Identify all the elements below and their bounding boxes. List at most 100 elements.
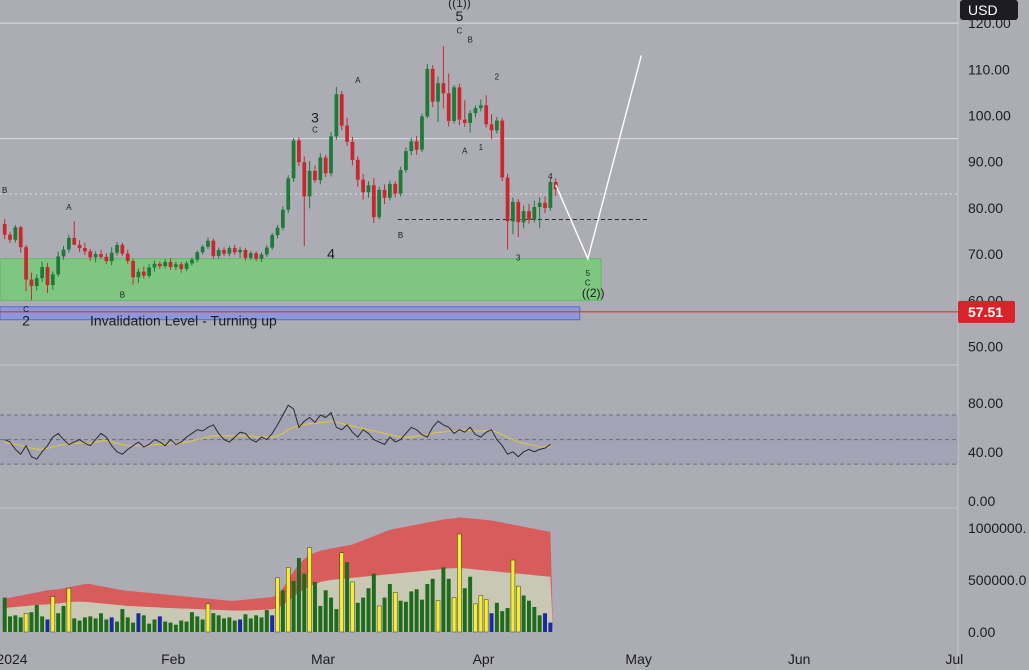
- candle[interactable]: [174, 261, 178, 271]
- candle[interactable]: [478, 99, 483, 112]
- candle[interactable]: [511, 197, 515, 235]
- candle[interactable]: [409, 137, 414, 156]
- candle[interactable]: [452, 85, 456, 124]
- candle[interactable]: [457, 83, 462, 126]
- candle[interactable]: [355, 156, 360, 187]
- volume-bar[interactable]: [248, 618, 253, 632]
- volume-bar[interactable]: [88, 616, 93, 632]
- candle[interactable]: [484, 95, 489, 128]
- volume-bar[interactable]: [543, 613, 547, 632]
- candle[interactable]: [8, 231, 12, 244]
- candle[interactable]: [195, 250, 200, 262]
- volume-bar[interactable]: [441, 567, 446, 632]
- candle[interactable]: [136, 268, 141, 283]
- volume-bar[interactable]: [275, 577, 280, 633]
- volume-bar[interactable]: [478, 595, 484, 633]
- volume-bar[interactable]: [56, 613, 61, 632]
- candle[interactable]: [339, 91, 344, 131]
- candle[interactable]: [307, 160, 312, 209]
- volume-bar[interactable]: [173, 624, 178, 632]
- volume-bar[interactable]: [77, 620, 82, 632]
- candle[interactable]: [275, 225, 280, 239]
- volume-bar[interactable]: [516, 585, 521, 633]
- candle[interactable]: [216, 247, 221, 259]
- volume-pane[interactable]: [2, 517, 554, 633]
- volume-bar[interactable]: [414, 589, 419, 632]
- candle[interactable]: [50, 271, 55, 290]
- volume-bar[interactable]: [264, 610, 269, 632]
- candle[interactable]: [184, 261, 189, 272]
- volume-bar[interactable]: [61, 605, 66, 632]
- candle[interactable]: [56, 251, 61, 277]
- volume-bar[interactable]: [8, 616, 12, 632]
- candle[interactable]: [318, 153, 323, 185]
- candle[interactable]: [88, 249, 93, 262]
- current-price-badge[interactable]: [958, 300, 1015, 323]
- volume-bar[interactable]: [483, 599, 489, 633]
- volume-bar[interactable]: [313, 581, 317, 632]
- candle[interactable]: [147, 263, 151, 279]
- candle[interactable]: [72, 221, 77, 245]
- candle[interactable]: [109, 247, 114, 266]
- invalidation-zone[interactable]: [0, 306, 581, 321]
- volume-bar[interactable]: [451, 597, 457, 633]
- candle[interactable]: [420, 113, 424, 153]
- candle[interactable]: [361, 174, 365, 200]
- volume-bar[interactable]: [200, 619, 205, 632]
- volume-bar[interactable]: [532, 606, 537, 632]
- candle[interactable]: [500, 118, 505, 182]
- candle[interactable]: [243, 248, 248, 261]
- volume-bar[interactable]: [184, 621, 189, 632]
- candle[interactable]: [99, 249, 103, 260]
- candle[interactable]: [222, 247, 226, 256]
- volume-bar[interactable]: [93, 618, 98, 632]
- candle[interactable]: [398, 166, 403, 197]
- volume-bar[interactable]: [125, 617, 130, 632]
- volume-bar[interactable]: [18, 617, 23, 632]
- volume-bar[interactable]: [468, 576, 473, 632]
- volume-bar[interactable]: [548, 622, 553, 632]
- volume-bar[interactable]: [376, 605, 382, 633]
- volume-bar[interactable]: [29, 612, 34, 632]
- volume-bar[interactable]: [2, 597, 7, 632]
- candle[interactable]: [414, 135, 419, 155]
- candle[interactable]: [211, 238, 216, 260]
- volume-bar[interactable]: [350, 581, 355, 633]
- candle[interactable]: [297, 137, 301, 167]
- candle[interactable]: [350, 136, 355, 166]
- candle[interactable]: [366, 181, 371, 198]
- volume-bar[interactable]: [216, 615, 221, 632]
- candle[interactable]: [34, 274, 39, 291]
- volume-bar[interactable]: [366, 588, 371, 632]
- candle[interactable]: [232, 244, 237, 256]
- volume-bar[interactable]: [387, 584, 392, 632]
- volume-bar[interactable]: [243, 614, 248, 632]
- candle[interactable]: [120, 243, 125, 256]
- candle[interactable]: [532, 200, 537, 223]
- volume-bar[interactable]: [179, 620, 184, 632]
- volume-bar[interactable]: [205, 603, 211, 633]
- candle[interactable]: [291, 138, 296, 183]
- volume-bar[interactable]: [323, 590, 328, 632]
- volume-bar[interactable]: [141, 615, 146, 632]
- volume-bar[interactable]: [254, 615, 259, 632]
- volume-bar[interactable]: [13, 615, 18, 632]
- candle[interactable]: [18, 225, 23, 253]
- candle[interactable]: [131, 258, 135, 285]
- candle[interactable]: [67, 234, 71, 253]
- candle[interactable]: [115, 242, 119, 256]
- volume-bar[interactable]: [494, 602, 499, 632]
- volume-bar[interactable]: [409, 591, 414, 632]
- candle[interactable]: [13, 225, 18, 243]
- candle[interactable]: [382, 184, 387, 205]
- volume-bar[interactable]: [232, 620, 237, 632]
- candle[interactable]: [2, 219, 7, 240]
- volume-bar[interactable]: [286, 567, 291, 633]
- volume-bar[interactable]: [425, 584, 430, 632]
- volume-bar[interactable]: [302, 573, 307, 632]
- volume-bar[interactable]: [393, 592, 398, 633]
- volume-bar[interactable]: [355, 602, 360, 632]
- volume-bar[interactable]: [157, 616, 162, 632]
- candle[interactable]: [125, 249, 130, 264]
